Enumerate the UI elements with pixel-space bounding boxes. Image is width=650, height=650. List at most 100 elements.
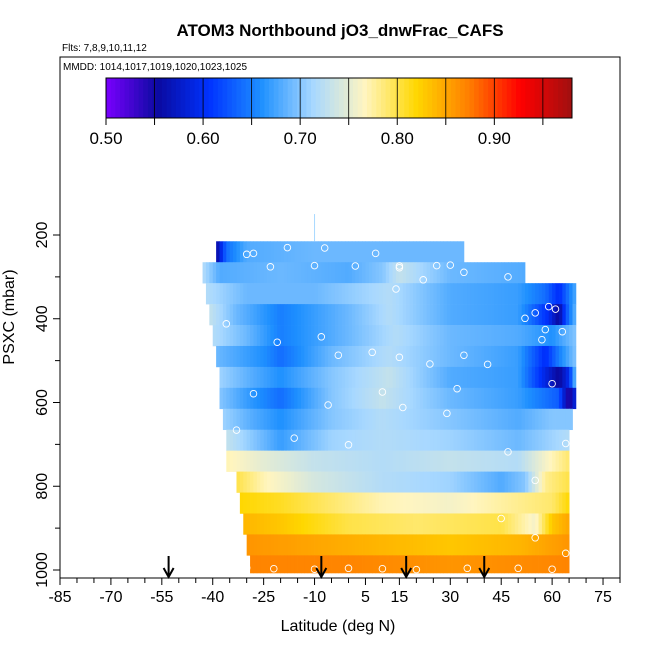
heatmap-cell (290, 492, 295, 514)
heatmap-cell (545, 408, 550, 431)
heatmap-cell (341, 534, 346, 556)
heatmap-cell (277, 262, 281, 284)
heatmap-cell (287, 283, 292, 305)
heatmap-cell (314, 408, 319, 431)
heatmap-cell (300, 325, 305, 347)
heatmap-cell (518, 555, 522, 574)
heatmap-cell (355, 471, 360, 493)
heatmap-cell (409, 492, 414, 514)
heatmap-cell (273, 304, 278, 326)
heatmap-cell (412, 241, 417, 263)
heatmap-cell (348, 492, 353, 514)
heatmap-cell (535, 429, 539, 451)
heatmap-cell (314, 241, 319, 263)
heatmap-cell (558, 283, 563, 305)
heatmap-cell (328, 387, 332, 410)
flight-start-arrow (162, 556, 175, 580)
heatmap-cell (351, 492, 356, 514)
heatmap-cell (355, 492, 360, 514)
heatmap-cell (531, 513, 536, 535)
heatmap-cell (423, 262, 427, 284)
heatmap-cell (334, 366, 339, 389)
heatmap-cell (297, 345, 302, 368)
heatmap-cell (358, 387, 363, 410)
heatmap-cell (297, 471, 302, 493)
colorbar-segment (189, 78, 196, 118)
heatmap-cell (402, 471, 407, 493)
heatmap-cell (548, 534, 553, 556)
heatmap-cell (263, 408, 268, 431)
heatmap-cell (511, 262, 516, 284)
heatmap-cell (239, 492, 244, 514)
heatmap-cell (297, 304, 302, 326)
heatmap-cell (233, 325, 237, 347)
heatmap-cell (273, 387, 278, 410)
heatmap-cell (487, 408, 492, 431)
heatmap-cell (389, 366, 393, 389)
heatmap-layer (202, 262, 526, 284)
heatmap-cell (429, 325, 434, 347)
heatmap-cell (423, 387, 427, 410)
colorbar-segment (147, 78, 154, 118)
heatmap-cell (467, 492, 472, 514)
heatmap-cell (470, 555, 475, 574)
heatmap-cell (304, 387, 309, 410)
heatmap-cell (233, 450, 237, 472)
heatmap-cell (436, 366, 441, 389)
heatmap-cell (226, 429, 231, 451)
heatmap-cell (321, 471, 326, 493)
heatmap-cell (300, 262, 305, 284)
heatmap-cell (239, 408, 244, 431)
heatmap-cell (555, 283, 560, 305)
heatmap-cell (511, 513, 516, 535)
colorbar-segment (231, 78, 237, 118)
heatmap-cell (277, 513, 281, 535)
heatmap-cell (246, 492, 251, 514)
heatmap-cell (463, 262, 468, 284)
heatmap-cell (396, 241, 400, 263)
sample-point (320, 244, 329, 252)
heatmap-cell (334, 492, 339, 514)
heatmap-cell (270, 387, 275, 410)
heatmap-layer (216, 241, 465, 263)
heatmap-cell (317, 283, 322, 305)
heatmap-cell (399, 366, 404, 389)
heatmap-cell (338, 366, 343, 389)
heatmap-cell (524, 283, 529, 305)
heatmap-cell (535, 304, 539, 326)
heatmap-cell (351, 450, 356, 472)
heatmap-cell (250, 471, 254, 493)
heatmap-cell (273, 366, 278, 389)
y-tick-label: 400 (34, 305, 51, 332)
heatmap-cell (480, 471, 485, 493)
heatmap-cell (389, 450, 393, 472)
heatmap-cell (508, 429, 512, 451)
heatmap-cell (508, 555, 512, 574)
heatmap-cell (263, 429, 268, 451)
heatmap-cell (355, 387, 360, 410)
heatmap-cell (317, 555, 322, 574)
heatmap-cell (222, 262, 227, 284)
heatmap-cell (541, 429, 546, 451)
heatmap-cell (314, 450, 319, 472)
heatmap-cell (514, 325, 519, 347)
heatmap-cell (392, 429, 397, 451)
heatmap-cell (250, 345, 254, 368)
sample-point (371, 249, 380, 258)
heatmap-cell (440, 429, 444, 451)
heatmap-cell (317, 513, 322, 535)
heatmap-cell (416, 283, 421, 305)
heatmap-cell (331, 345, 336, 368)
heatmap-cell (572, 366, 577, 389)
heatmap-cell (372, 345, 377, 368)
heatmap-cell (358, 283, 363, 305)
heatmap-cell (538, 408, 543, 431)
heatmap-cell (501, 555, 505, 574)
heatmap-cell (256, 471, 261, 493)
heatmap-cell (501, 408, 505, 431)
heatmap-cell (287, 408, 292, 431)
heatmap-cell (260, 471, 265, 493)
heatmap-cell (280, 408, 285, 431)
heatmap-cell (494, 408, 499, 431)
heatmap-cell (280, 534, 285, 556)
